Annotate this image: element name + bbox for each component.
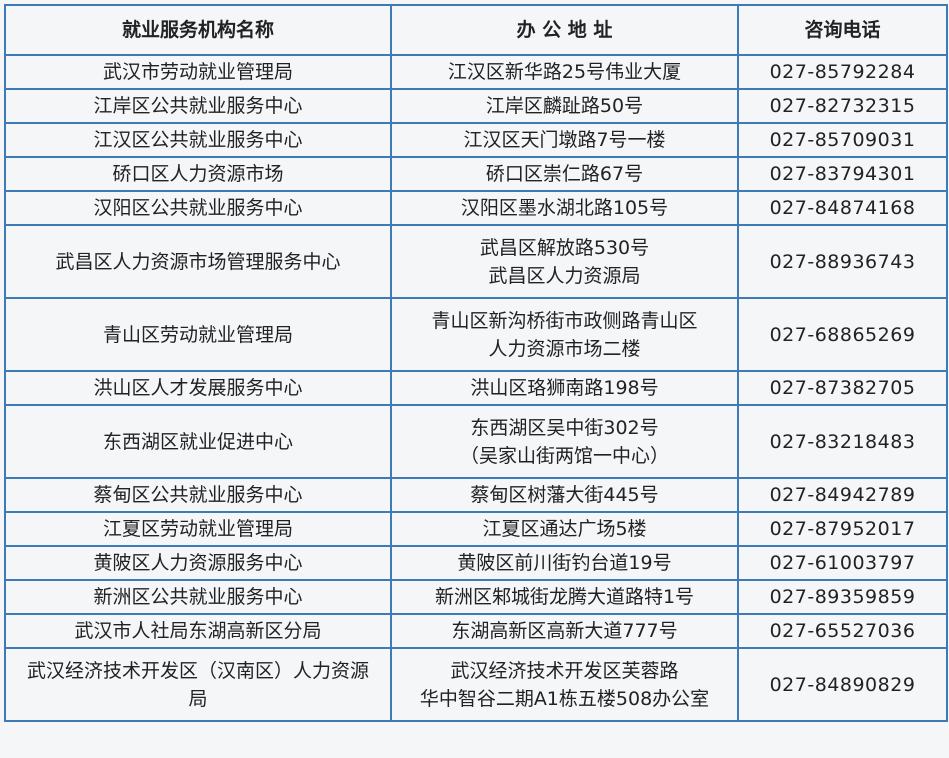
org-name-cell: 洪山区人才发展服务中心 xyxy=(4,370,392,406)
header-address: 办 公 地 址 xyxy=(390,4,739,56)
address-cell: 东西湖区吴中街302号 （吴家山街两馆一中心） xyxy=(390,404,739,479)
address-cell: 新洲区邾城街龙腾大道路特1号 xyxy=(390,579,739,615)
address-line: 武汉经济技术开发区芙蓉路 xyxy=(450,659,679,682)
address-line: 汉阳区墨水湖北路105号 xyxy=(460,197,669,219)
org-name-cell: 武汉市劳动就业管理局 xyxy=(4,54,392,90)
phone-cell: 027-68865269 xyxy=(737,297,948,372)
org-name-cell: 新洲区公共就业服务中心 xyxy=(4,579,392,615)
address-line: 蔡甸区树藩大街445号 xyxy=(470,484,659,506)
org-name-cell: 黄陂区人力资源服务中心 xyxy=(4,545,392,581)
address-cell: 硚口区崇仁路67号 xyxy=(390,156,739,192)
phone-cell: 027-65527036 xyxy=(737,613,948,649)
org-name-cell: 蔡甸区公共就业服务中心 xyxy=(4,477,392,513)
address-line: 黄陂区前川街钓台道19号 xyxy=(457,552,672,574)
table-row: 黄陂区人力资源服务中心 黄陂区前川街钓台道19号 027-61003797 xyxy=(4,545,948,581)
table-row: 蔡甸区公共就业服务中心 蔡甸区树藩大街445号 027-84942789 xyxy=(4,477,948,513)
table-row: 武昌区人力资源市场管理服务中心 武昌区解放路530号 武昌区人力资源局 027-889… xyxy=(4,224,948,299)
phone-cell: 027-88936743 xyxy=(737,224,948,299)
phone-cell: 027-85709031 xyxy=(737,122,948,158)
phone-cell: 027-83794301 xyxy=(737,156,948,192)
org-name-cell: 江岸区公共就业服务中心 xyxy=(4,88,392,124)
org-name-cell: 汉阳区公共就业服务中心 xyxy=(4,190,392,226)
address-line: （吴家山街两馆一中心） xyxy=(459,444,669,467)
table-row: 东西湖区就业促进中心 东西湖区吴中街302号 （吴家山街两馆一中心） 027-8321… xyxy=(4,404,948,479)
address-cell: 江夏区通达广场5楼 xyxy=(390,511,739,547)
address-cell: 江岸区麟趾路50号 xyxy=(390,88,739,124)
table-row: 青山区劳动就业管理局 青山区新沟桥街市政侧路青山区 人力资源市场二楼 027-6886… xyxy=(4,297,948,372)
employment-service-table: 就业服务机构名称 办 公 地 址 咨询电话 武汉市劳动就业管理局 江汉区新华路25… xyxy=(4,4,948,722)
address-cell: 东湖高新区高新大道777号 xyxy=(390,613,739,649)
address-cell: 武昌区解放路530号 武昌区人力资源局 xyxy=(390,224,739,299)
address-cell: 洪山区珞狮南路198号 xyxy=(390,370,739,406)
org-name-cell: 江汉区公共就业服务中心 xyxy=(4,122,392,158)
header-org-name: 就业服务机构名称 xyxy=(4,4,392,56)
phone-cell: 027-85792284 xyxy=(737,54,948,90)
address-line: 人力资源市场二楼 xyxy=(488,337,641,360)
address-cell: 黄陂区前川街钓台道19号 xyxy=(390,545,739,581)
table-row: 武汉市人社局东湖高新区分局 东湖高新区高新大道777号 027-65527036 xyxy=(4,613,948,649)
phone-cell: 027-84874168 xyxy=(737,190,948,226)
phone-cell: 027-84942789 xyxy=(737,477,948,513)
table-row: 汉阳区公共就业服务中心 汉阳区墨水湖北路105号 027-84874168 xyxy=(4,190,948,226)
phone-cell: 027-83218483 xyxy=(737,404,948,479)
address-cell: 武汉经济技术开发区芙蓉路华中智谷二期A1栋五楼508办公室 xyxy=(390,647,739,722)
table-row: 江岸区公共就业服务中心 江岸区麟趾路50号 027-82732315 xyxy=(4,88,948,124)
org-name-cell: 江夏区劳动就业管理局 xyxy=(4,511,392,547)
table-row: 武汉市劳动就业管理局 江汉区新华路25号伟业大厦 027-85792284 xyxy=(4,54,948,90)
phone-cell: 027-87382705 xyxy=(737,370,948,406)
address-line: 江岸区麟趾路50号 xyxy=(485,95,644,117)
header-phone: 咨询电话 xyxy=(737,4,948,56)
address-line: 江汉区天门墩路7号一楼 xyxy=(463,129,666,151)
address-cell: 江汉区天门墩路7号一楼 xyxy=(390,122,739,158)
address-line: 江夏区通达广场5楼 xyxy=(482,518,647,540)
table-row: 新洲区公共就业服务中心 新洲区邾城街龙腾大道路特1号 027-89359859 xyxy=(4,579,948,615)
phone-cell: 027-82732315 xyxy=(737,88,948,124)
address-cell: 江汉区新华路25号伟业大厦 xyxy=(390,54,739,90)
address-line: 硚口区崇仁路67号 xyxy=(485,163,644,185)
address-cell: 蔡甸区树藩大街445号 xyxy=(390,477,739,513)
address-line: 洪山区珞狮南路198号 xyxy=(470,377,659,399)
table-row: 洪山区人才发展服务中心 洪山区珞狮南路198号 027-87382705 xyxy=(4,370,948,406)
address-line: 江汉区新华路25号伟业大厦 xyxy=(447,61,682,83)
org-name-cell: 青山区劳动就业管理局 xyxy=(4,297,392,372)
phone-cell: 027-89359859 xyxy=(737,579,948,615)
address-cell: 青山区新沟桥街市政侧路青山区 人力资源市场二楼 xyxy=(390,297,739,372)
address-line: 东西湖区吴中街302号 xyxy=(470,416,659,439)
address-line: 青山区新沟桥街市政侧路青山区 xyxy=(431,309,698,332)
org-name-cell: 武昌区人力资源市场管理服务中心 xyxy=(4,224,392,299)
org-name-cell: 武汉经济技术开发区（汉南区）人力资源局 xyxy=(4,647,392,722)
address-line: 华中智谷二期A1栋五楼508办公室 xyxy=(419,687,710,710)
table-row: 江夏区劳动就业管理局 江夏区通达广场5楼 027-87952017 xyxy=(4,511,948,547)
phone-cell: 027-84890829 xyxy=(737,647,948,722)
table-row: 武汉经济技术开发区（汉南区）人力资源局 武汉经济技术开发区芙蓉路 华中智谷二期A1栋… xyxy=(4,647,948,722)
address-line: 武昌区人力资源局 xyxy=(488,264,641,287)
address-cell: 汉阳区墨水湖北路105号 xyxy=(390,190,739,226)
org-name-cell: 武汉市人社局东湖高新区分局 xyxy=(4,613,392,649)
address-line: 武昌区解放路530号 xyxy=(479,236,650,259)
org-name-cell: 硚口区人力资源市场 xyxy=(4,156,392,192)
table-header-row: 就业服务机构名称 办 公 地 址 咨询电话 xyxy=(4,4,948,56)
address-line: 新洲区邾城街龙腾大道路特1号 xyxy=(434,586,695,608)
address-line: 东湖高新区高新大道777号 xyxy=(451,620,678,642)
table-row: 硚口区人力资源市场 硚口区崇仁路67号 027-83794301 xyxy=(4,156,948,192)
table-row: 江汉区公共就业服务中心 江汉区天门墩路7号一楼 027-85709031 xyxy=(4,122,948,158)
org-name-cell: 东西湖区就业促进中心 xyxy=(4,404,392,479)
phone-cell: 027-61003797 xyxy=(737,545,948,581)
phone-cell: 027-87952017 xyxy=(737,511,948,547)
